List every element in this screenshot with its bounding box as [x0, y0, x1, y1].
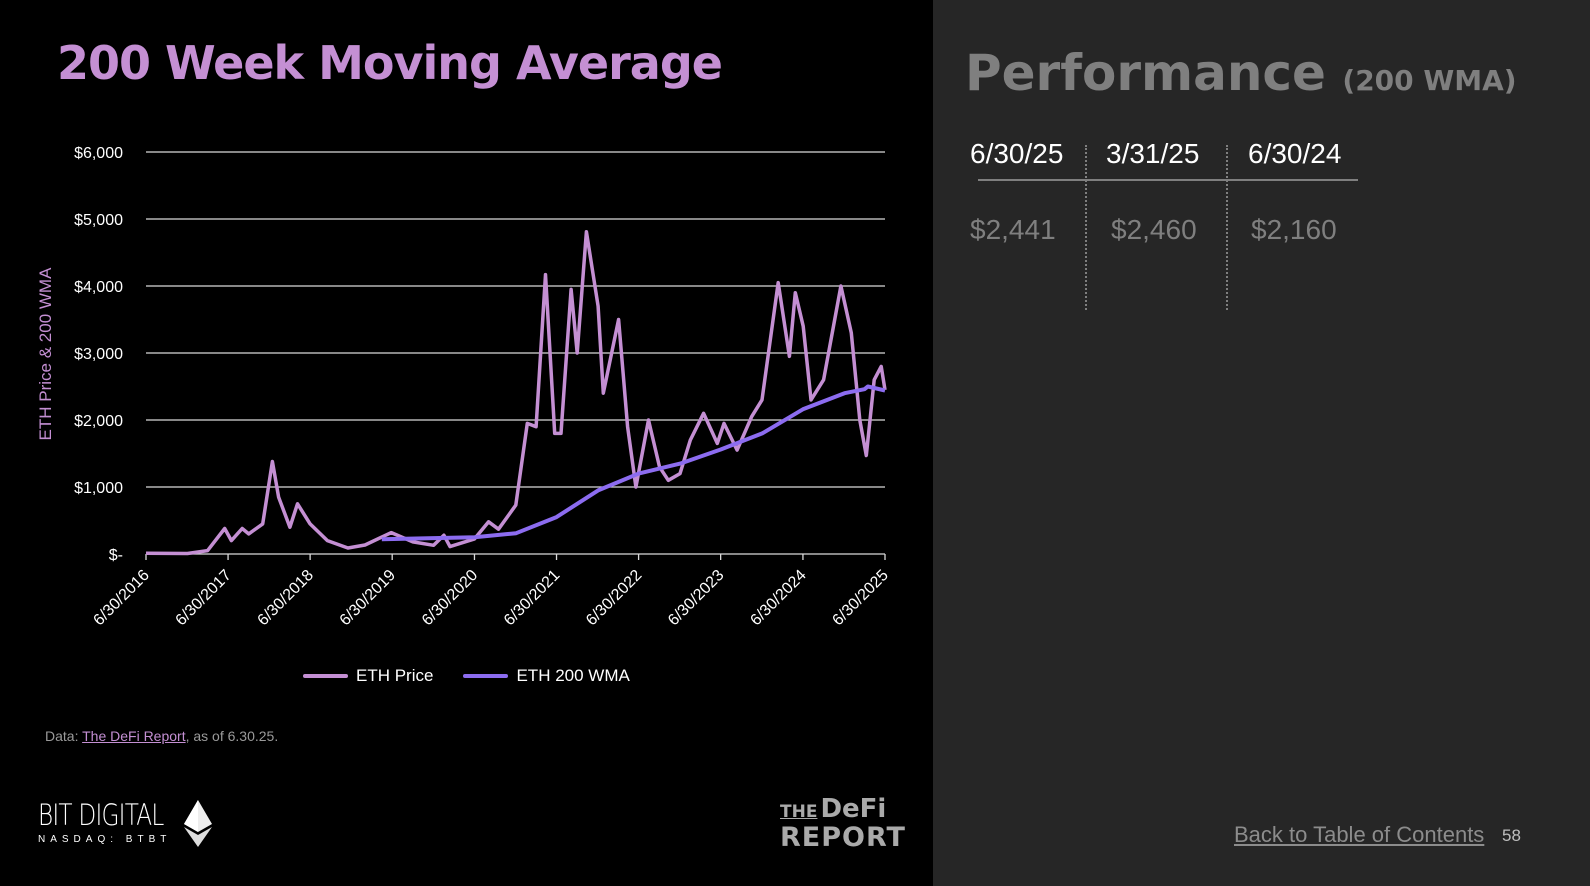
- legend-eth-price: ETH Price: [303, 666, 433, 686]
- legend-label: ETH 200 WMA: [516, 666, 630, 685]
- x-tick-label: 6/30/2016: [90, 567, 152, 629]
- performance-column: 3/31/25 $2,460: [1106, 138, 1200, 245]
- performance-subtitle: (200 WMA): [1342, 64, 1517, 97]
- performance-panel: [933, 0, 1590, 886]
- logo-defi: DeFi: [820, 794, 887, 824]
- legend-eth-200wma: ETH 200 WMA: [463, 666, 630, 686]
- y-axis-label: ETH Price & 200 WMA: [36, 267, 55, 441]
- logo-the: THE: [780, 802, 818, 822]
- chart-legend: ETH Price ETH 200 WMA: [303, 666, 630, 686]
- performance-title: Performance (200 WMA): [965, 44, 1517, 102]
- defi-report-logo: THE DeFi REPORT: [780, 796, 906, 851]
- x-tick-label: 6/30/2020: [419, 567, 481, 629]
- y-tick-label: $6,000: [74, 145, 123, 162]
- legend-label: ETH Price: [356, 666, 434, 685]
- column-divider: [1226, 145, 1228, 310]
- y-tick-label: $5,000: [74, 212, 123, 229]
- chart-slide-panel: 200 Week Moving Average $- $1,000 $2,000 $3…: [36, 36, 906, 851]
- x-tick-label: 6/30/2019: [337, 567, 399, 629]
- legend-swatch-price: [303, 674, 348, 678]
- x-tick-label: 6/30/2025: [829, 567, 891, 629]
- performance-heading: Performance: [965, 44, 1326, 102]
- ethereum-icon: [184, 800, 212, 847]
- logo-report: REPORT: [780, 822, 906, 853]
- column-date: 6/30/24: [1248, 138, 1342, 169]
- column-value: $2,460: [1111, 214, 1197, 245]
- page-number: 58: [1502, 826, 1521, 845]
- column-value: $2,441: [970, 214, 1056, 245]
- y-tick-label: $-: [109, 547, 123, 564]
- performance-column: 6/30/25 $2,441: [970, 138, 1064, 245]
- eth-wma-chart: $- $1,000 $2,000 $3,000 $4,000 $5,000 $6,000 6/…: [36, 145, 892, 629]
- logo-text: BIT DIGITAL: [38, 798, 164, 832]
- source-link[interactable]: The DeFi Report: [82, 728, 186, 744]
- column-divider: [1085, 145, 1087, 310]
- column-date: 3/31/25: [1106, 138, 1200, 169]
- performance-column: 6/30/24 $2,160: [1248, 138, 1342, 245]
- slide-title: 200 Week Moving Average: [57, 36, 723, 90]
- source-note: Data: The DeFi Report, as of 6.30.25.: [45, 728, 278, 744]
- x-tick-label: 6/30/2024: [747, 567, 809, 629]
- legend-swatch-wma: [463, 674, 509, 678]
- x-tick-label: 6/30/2023: [665, 567, 727, 629]
- back-to-toc-link[interactable]: Back to Table of Contents: [1234, 822, 1485, 847]
- logo-subtext: NASDAQ: BTBT: [38, 834, 172, 845]
- table-header-divider: [978, 179, 1358, 181]
- x-tick-label: 6/30/2022: [583, 567, 645, 629]
- eth-price-line: [145, 229, 887, 556]
- source-prefix: Data:: [45, 728, 83, 744]
- y-tick-label: $2,000: [74, 413, 123, 430]
- source-suffix: , as of 6.30.25.: [185, 728, 279, 744]
- x-tick-label: 6/30/2017: [173, 567, 235, 629]
- y-tick-label: $4,000: [74, 279, 123, 296]
- column-date: 6/30/25: [970, 138, 1064, 169]
- y-tick-label: $3,000: [74, 346, 123, 363]
- column-value: $2,160: [1251, 214, 1337, 245]
- bit-digital-logo: BIT DIGITAL NASDAQ: BTBT: [38, 798, 195, 845]
- y-tick-label: $1,000: [74, 480, 123, 497]
- x-tick-label: 6/30/2018: [255, 567, 317, 629]
- x-tick-label: 6/30/2021: [501, 567, 563, 629]
- eth-200wma-line: [381, 384, 886, 542]
